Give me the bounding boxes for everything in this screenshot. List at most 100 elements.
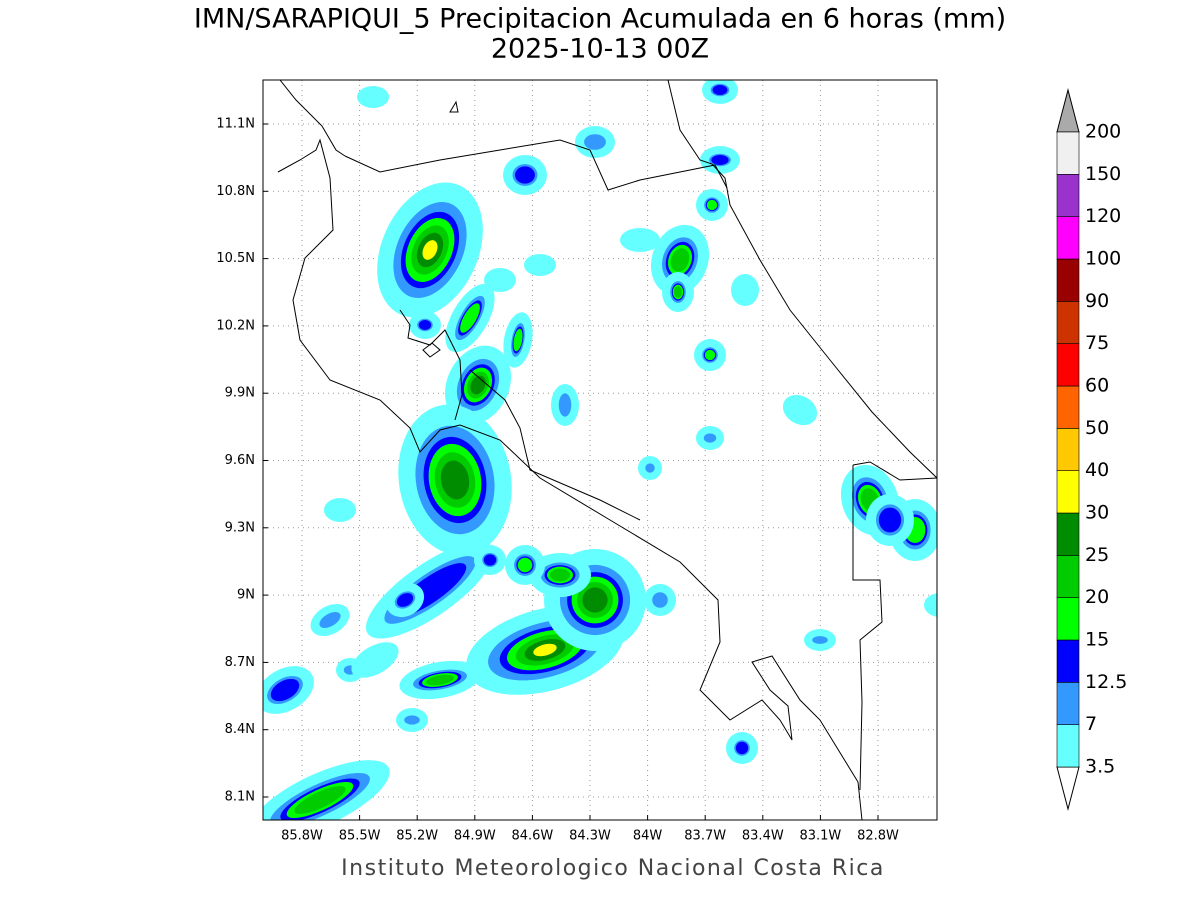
rain-contour (483, 554, 497, 566)
x-tick-label: 83.7W (684, 829, 726, 844)
colorbar-segment (1056, 682, 1080, 725)
colorbar-label: 12.5 (1085, 671, 1127, 693)
rain-contour (426, 674, 454, 686)
colorbar-label: 15 (1085, 629, 1109, 651)
footer: Instituto Meteorologico Nacional Costa R… (341, 856, 885, 881)
rain-contour (324, 498, 356, 522)
colorbar-label: 30 (1085, 502, 1109, 524)
rain-contour (418, 320, 432, 330)
colorbar-label: 100 (1085, 248, 1121, 270)
y-tick-label: 8.1N (225, 790, 255, 805)
rain-contour (645, 463, 655, 473)
colorbar-segment (1056, 555, 1080, 598)
rain-contour (357, 86, 389, 108)
rain-contour (440, 460, 470, 500)
colorbar-label: 3.5 (1085, 756, 1115, 778)
y-tick-label: 9.3N (225, 520, 255, 535)
rain-contour (550, 568, 570, 582)
y-tick-label: 10.5N (216, 251, 255, 266)
rain-contour (422, 240, 438, 260)
x-tick-label: 83.1W (799, 829, 841, 844)
x-tick-label: 84.6W (511, 829, 553, 844)
rain-contour (731, 274, 759, 306)
rain-contour (735, 741, 749, 755)
map-frame (262, 79, 938, 821)
rain-contour (484, 268, 516, 292)
rain-contour (270, 678, 300, 702)
colorbar-label: 75 (1085, 332, 1109, 354)
rain-contour (924, 593, 937, 617)
colorbar-label: 200 (1085, 121, 1121, 143)
colorbar-segment (1056, 301, 1080, 344)
colorbar-segment (1056, 470, 1080, 514)
rain-contour (711, 155, 729, 165)
rain-contour (670, 248, 690, 272)
rain-contour (351, 642, 399, 678)
colorbar-under (1056, 766, 1080, 811)
x-tick-label: 84.9W (454, 829, 496, 844)
rain-contour (652, 592, 668, 608)
rain-contour (558, 393, 572, 417)
rain-contour (517, 557, 533, 573)
rain-contour (460, 303, 480, 333)
y-tick-label: 9N (237, 588, 255, 603)
rain-contour (584, 134, 606, 150)
colorbar-segment (1056, 385, 1080, 429)
colorbar-label: 60 (1085, 375, 1109, 397)
rain-contour (674, 286, 682, 298)
rain-contour (582, 587, 608, 613)
colorbar-segment (1056, 258, 1080, 302)
y-tick-label: 8.7N (225, 655, 255, 670)
coastlines (277, 80, 937, 820)
rain-contour (782, 394, 818, 426)
colorbar-segment (1056, 724, 1080, 768)
y-tick-label: 10.8N (216, 184, 255, 199)
subtitle: 2025-10-13 00Z (491, 34, 709, 65)
colorbar-label: 40 (1085, 459, 1109, 481)
rain-contour (706, 199, 718, 211)
rain-contour (396, 593, 414, 607)
colorbar-segment (1056, 343, 1080, 387)
x-tick-label: 85.2W (396, 829, 438, 844)
y-tick-label: 11.1N (216, 117, 255, 132)
rain-contour (878, 507, 902, 533)
colorbar-segment (1056, 639, 1080, 683)
colorbar-label: 150 (1085, 163, 1121, 185)
rain-contour (620, 228, 660, 252)
colorbar-segment (1056, 512, 1080, 556)
colorbar-segment (1056, 216, 1080, 260)
precipitation-field (263, 80, 937, 820)
colorbar-segment (1056, 428, 1080, 471)
rain-contour (704, 349, 716, 361)
rain-contour (524, 254, 556, 276)
rain-contour (712, 85, 728, 95)
y-tick-label: 9.9N (225, 386, 255, 401)
title: IMN/SARAPIQUI_5 Precipitacion Acumulada … (194, 4, 1006, 35)
colorbar-label: 50 (1085, 417, 1109, 439)
colorbar-label: 7 (1085, 713, 1097, 735)
colorbar-label: 90 (1085, 290, 1109, 312)
y-tick-label: 8.4N (225, 722, 255, 737)
x-tick-label: 85.8W (281, 829, 323, 844)
rain-contour (812, 636, 828, 644)
x-tick-label: 84W (633, 829, 663, 844)
x-tick-label: 85.5W (339, 829, 381, 844)
colorbar-over (1056, 88, 1080, 133)
rain-contour (533, 643, 557, 657)
colorbar-label: 120 (1085, 205, 1121, 227)
colorbar-segment (1056, 597, 1080, 641)
colorbar-segment (1056, 174, 1080, 217)
y-tick-label: 10.2N (216, 318, 255, 333)
rain-contour (404, 715, 420, 725)
colorbar-label: 20 (1085, 586, 1109, 608)
x-tick-label: 84.3W (569, 829, 611, 844)
rain-contour (319, 612, 341, 628)
rain-contour (513, 328, 523, 352)
rain-contour (703, 433, 717, 443)
colorbar: 3.5 7 12.5 15 20 25 30 40 50 60 75 90 100 120 150 200 (1056, 88, 1127, 811)
grid (263, 80, 937, 820)
x-tick-label: 83.4W (742, 829, 784, 844)
colorbar-segment (1056, 131, 1080, 175)
y-tick-label: 9.6N (225, 453, 255, 468)
